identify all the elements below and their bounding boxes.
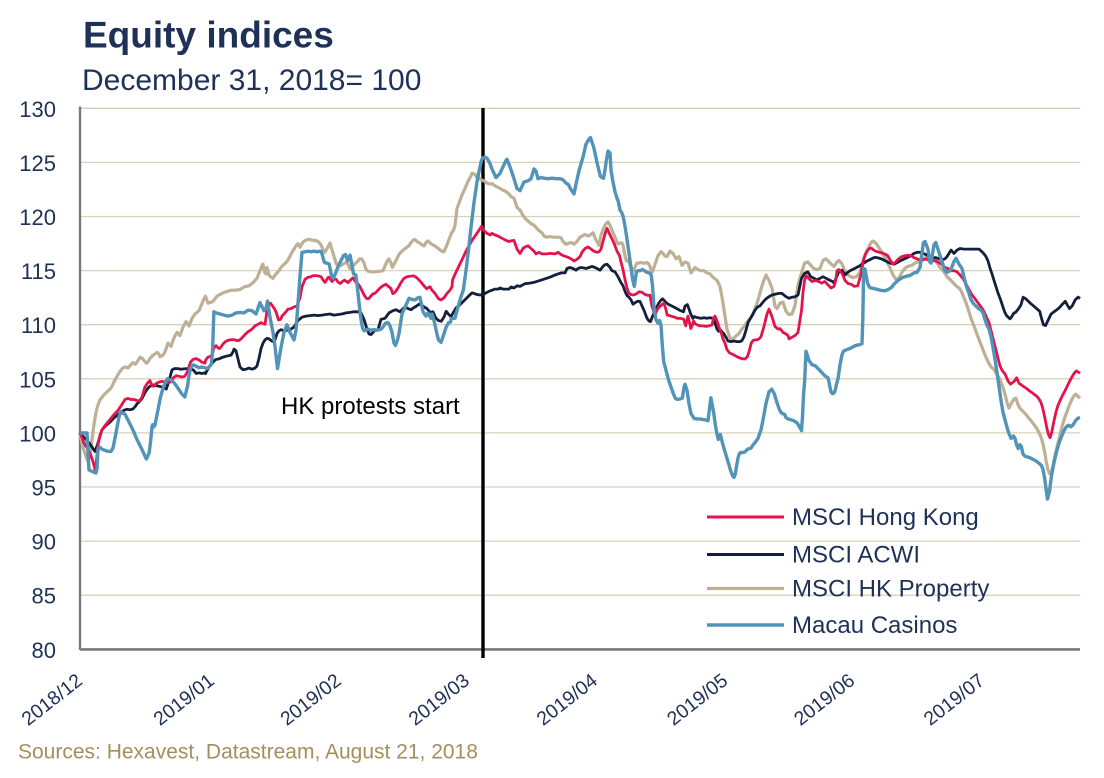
- svg-text:MSCI Hong Kong: MSCI Hong Kong: [792, 504, 979, 531]
- svg-text:December 31, 2018= 100: December 31, 2018= 100: [82, 64, 421, 97]
- svg-text:Sources: Hexavest, Datastream,: Sources: Hexavest, Datastream, August 21…: [18, 741, 478, 764]
- svg-text:Macau Casinos: Macau Casinos: [792, 612, 957, 639]
- svg-text:110: 110: [21, 313, 56, 338]
- svg-text:100: 100: [19, 421, 56, 446]
- svg-text:MSCI HK Property: MSCI HK Property: [792, 576, 989, 603]
- svg-text:125: 125: [19, 151, 56, 176]
- svg-text:120: 120: [19, 205, 56, 230]
- svg-text:105: 105: [19, 367, 56, 392]
- svg-text:90: 90: [32, 530, 56, 555]
- svg-text:Equity indices: Equity indices: [83, 15, 334, 56]
- svg-text:80: 80: [32, 638, 56, 663]
- svg-text:85: 85: [32, 584, 56, 609]
- svg-text:HK protests start: HK protests start: [281, 393, 460, 420]
- svg-text:115: 115: [21, 259, 56, 284]
- svg-text:95: 95: [32, 476, 56, 501]
- svg-text:MSCI ACWI: MSCI ACWI: [792, 542, 920, 569]
- svg-text:130: 130: [19, 97, 56, 122]
